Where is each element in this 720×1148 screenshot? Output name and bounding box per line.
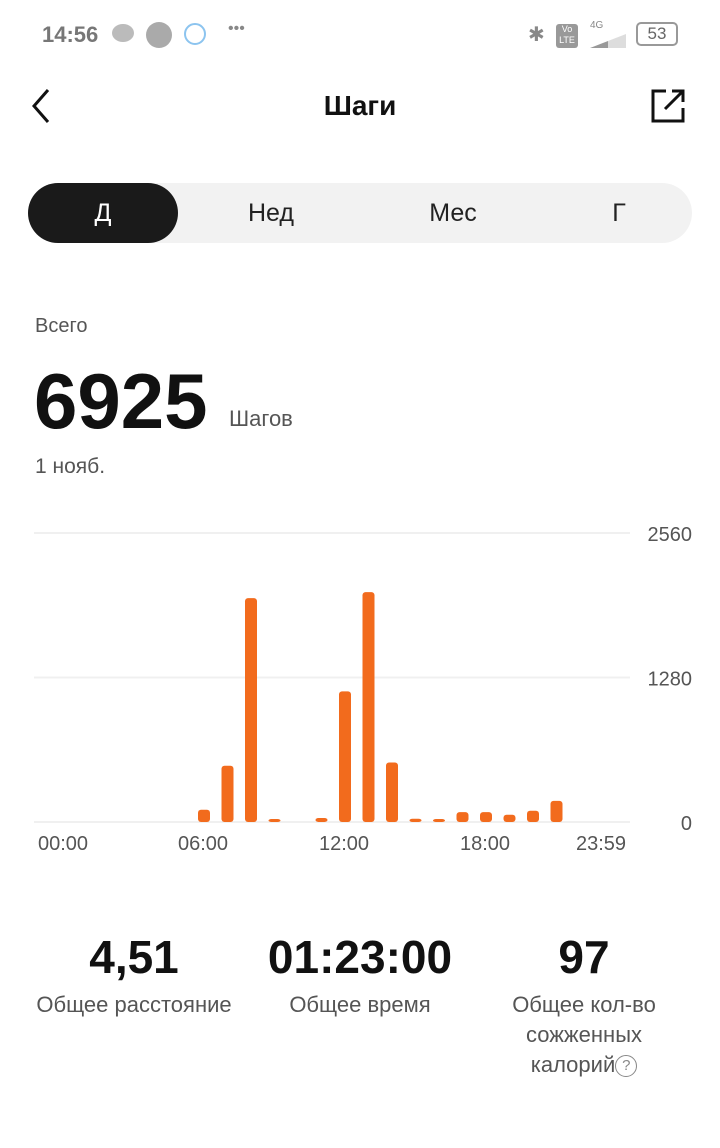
status-bar: 14:56 ••• ✱ Vo LTE 4G 53 bbox=[0, 18, 720, 54]
distance-label: Общее расстояние bbox=[36, 992, 232, 1017]
stat-time: 01:23:00 Общее время bbox=[240, 930, 480, 1020]
compass-icon bbox=[184, 23, 206, 45]
share-icon bbox=[651, 89, 685, 123]
bar-hour-7 bbox=[221, 765, 234, 822]
bar-hour-16 bbox=[433, 819, 445, 822]
x-tick-label: 06:00 bbox=[178, 833, 228, 855]
bar-hour-19 bbox=[503, 814, 516, 822]
steps-chart: 2560 1280 0 00:00 06:00 12:00 18:00 23:59 bbox=[34, 524, 693, 855]
chevron-left-icon bbox=[32, 89, 50, 123]
y-tick-label: 2560 bbox=[648, 524, 693, 546]
signal-icon bbox=[590, 34, 626, 48]
bluetooth-icon: ✱ bbox=[528, 24, 545, 46]
x-tick-label: 12:00 bbox=[319, 833, 369, 855]
steps-unit: Шагов bbox=[229, 406, 293, 431]
bar-hour-6 bbox=[198, 809, 210, 822]
network-type: 4G bbox=[590, 20, 604, 31]
tab-year[interactable]: Г bbox=[612, 199, 626, 227]
bar-hour-17 bbox=[456, 812, 469, 822]
browser-icon bbox=[146, 22, 172, 48]
stat-distance: 4,51 Общее расстояние bbox=[14, 930, 254, 1020]
y-tick-label: 0 bbox=[681, 813, 692, 835]
tab-day[interactable]: Д bbox=[28, 183, 178, 243]
distance-value: 4,51 bbox=[89, 931, 179, 983]
status-time: 14:56 bbox=[42, 22, 99, 47]
bar-hour-15 bbox=[409, 818, 422, 822]
battery-icon: 53 bbox=[636, 22, 678, 46]
period-tabs: Д Нед Мес Г bbox=[28, 183, 692, 243]
total-label: Всего bbox=[35, 315, 88, 337]
back-button[interactable] bbox=[28, 86, 58, 126]
y-tick-label: 1280 bbox=[648, 669, 693, 691]
stat-calories: 97 Общее кол-во сожженных калорий? bbox=[464, 930, 704, 1080]
bar-hour-12 bbox=[339, 691, 351, 822]
page-title: Шаги bbox=[323, 90, 397, 121]
x-tick-label: 23:59 bbox=[576, 833, 626, 855]
bar-hour-11 bbox=[315, 818, 328, 822]
help-icon[interactable]: ? bbox=[615, 1055, 638, 1078]
chat-icon bbox=[112, 24, 134, 42]
calories-label: Общее кол-во сожженных калорий bbox=[512, 992, 656, 1077]
bar-hour-18 bbox=[480, 812, 492, 822]
volte-icon: Vo LTE bbox=[556, 24, 578, 48]
time-value: 01:23:00 bbox=[267, 931, 453, 983]
share-button[interactable] bbox=[648, 86, 688, 126]
bar-hour-13 bbox=[362, 592, 375, 822]
bar-hour-21 bbox=[550, 800, 563, 822]
date-label: 1 нояб. bbox=[35, 455, 106, 478]
time-label: Общее время bbox=[289, 992, 431, 1017]
bar-hour-20 bbox=[527, 810, 539, 822]
bar-hour-9 bbox=[268, 819, 281, 822]
x-tick-label: 00:00 bbox=[38, 833, 88, 855]
tab-week[interactable]: Нед bbox=[248, 199, 294, 227]
total-steps: 6925 bbox=[34, 357, 208, 445]
tab-month[interactable]: Мес bbox=[429, 199, 477, 227]
bar-hour-14 bbox=[386, 762, 398, 822]
calories-value: 97 bbox=[558, 931, 610, 983]
more-notifications-icon: ••• bbox=[228, 20, 245, 37]
x-tick-label: 18:00 bbox=[460, 833, 510, 855]
bar-hour-8 bbox=[245, 598, 257, 822]
